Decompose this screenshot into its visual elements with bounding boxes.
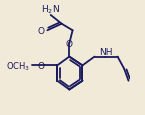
Text: O: O bbox=[37, 27, 44, 35]
Text: NH: NH bbox=[99, 48, 112, 57]
Text: H$_2$N: H$_2$N bbox=[41, 3, 60, 16]
Text: O: O bbox=[66, 40, 73, 49]
Text: O: O bbox=[37, 61, 44, 70]
Text: OCH$_3$: OCH$_3$ bbox=[6, 60, 30, 72]
